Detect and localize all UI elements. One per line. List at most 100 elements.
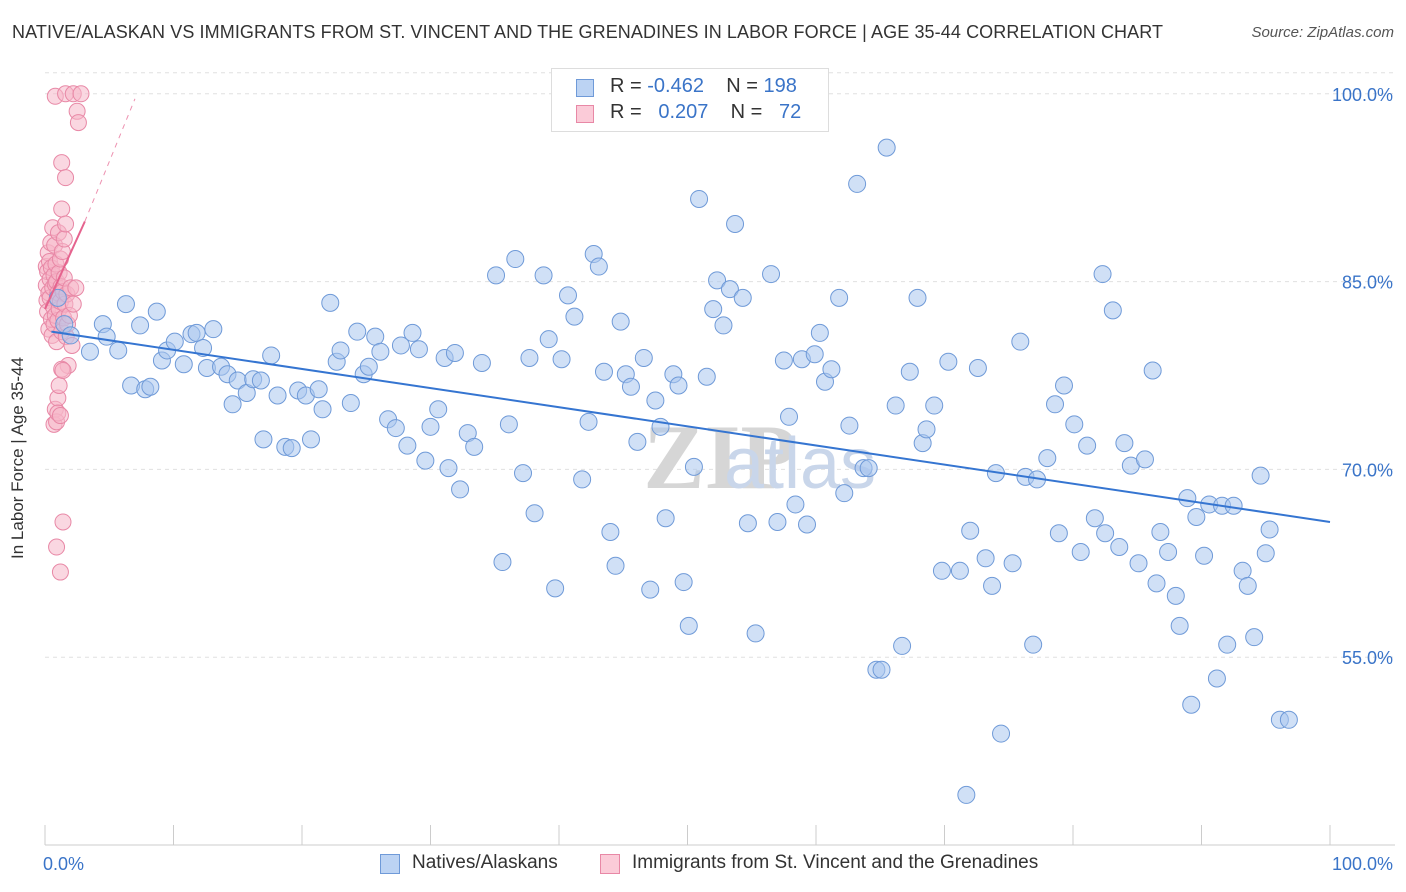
data-point-natives (525, 504, 544, 523)
data-point-natives (968, 358, 987, 377)
data-point-natives (1233, 561, 1252, 580)
data-point-natives (1195, 546, 1214, 565)
data-point-natives (1093, 265, 1112, 284)
y-tick-label: 70.0% (1342, 460, 1393, 480)
data-point-natives (282, 439, 301, 458)
data-point-natives (1143, 361, 1162, 380)
data-point-natives (1182, 695, 1201, 714)
data-point-natives (398, 436, 417, 455)
data-point-natives (403, 323, 422, 342)
bottom-legend-swatch-immigrants (600, 854, 620, 874)
data-point-natives (558, 286, 577, 305)
data-point-natives (1187, 507, 1206, 526)
data-point-natives (147, 302, 166, 321)
data-point-natives (1218, 635, 1237, 654)
data-point-natives (1238, 576, 1257, 595)
legend-n-value: 72 (779, 101, 802, 123)
y-tick-label: 55.0% (1342, 648, 1393, 668)
data-point-natives (1038, 449, 1057, 468)
data-point-natives (1049, 524, 1068, 543)
data-point-natives (487, 266, 506, 285)
data-point-natives (445, 343, 464, 362)
trend-lines (44, 98, 1331, 523)
tick-labels: 55.0% 70.0% 85.0% 100.0% 0.0% 100.0% (43, 85, 1393, 874)
data-point-natives (1046, 395, 1065, 414)
data-point-natives (254, 430, 273, 449)
data-point-natives (1071, 543, 1090, 562)
data-point-natives (1129, 554, 1148, 573)
data-point-natives (1085, 509, 1104, 528)
data-point-natives (514, 464, 533, 483)
legend-swatch-immigrants (576, 105, 594, 123)
data-point-natives (429, 400, 448, 419)
data-point-natives (1170, 616, 1189, 635)
data-point-natives (1159, 543, 1178, 562)
data-point-natives (416, 451, 435, 470)
data-point-natives (822, 360, 841, 379)
data-point-natives (1024, 635, 1043, 654)
legend-r-label: R = (610, 75, 642, 97)
data-point-natives (1260, 520, 1279, 539)
data-point-natives (131, 316, 150, 335)
data-point-natives (589, 257, 608, 276)
data-point-natives (386, 419, 405, 438)
data-point-natives (925, 396, 944, 415)
data-point-natives (546, 579, 565, 598)
data-point-natives (720, 280, 739, 299)
data-point-natives (1251, 466, 1270, 485)
correlation-legend: R = -0.462 N = 198 R = 0.207 N = 72 (551, 68, 829, 132)
data-point-natives (950, 561, 969, 580)
data-point-natives (268, 386, 287, 405)
data-point-natives (421, 417, 440, 436)
data-point-natives (348, 322, 367, 341)
data-point-natives (611, 312, 630, 331)
data-point-natives (341, 394, 360, 413)
data-point-immigrants (51, 407, 69, 425)
data-point-natives (872, 660, 891, 679)
y-tick-label: 85.0% (1342, 273, 1393, 293)
data-point-natives (1147, 574, 1166, 593)
data-point-natives (1065, 415, 1084, 434)
data-point-natives (539, 330, 558, 349)
grid-lines (45, 72, 1395, 658)
data-point-natives (174, 355, 193, 374)
data-point-natives (690, 189, 709, 208)
data-point-immigrants (57, 169, 75, 187)
data-point-natives (499, 415, 518, 434)
trend-line-natives (51, 330, 1331, 523)
legend-n-label: N = (726, 75, 758, 97)
data-point-natives (1279, 710, 1298, 729)
data-point-immigrants (51, 563, 69, 581)
data-point-natives (992, 724, 1011, 743)
legend-swatch-natives (576, 79, 594, 97)
data-point-natives (961, 521, 980, 540)
data-point-natives (774, 351, 793, 370)
data-point-natives (116, 295, 135, 314)
data-point-immigrants (54, 513, 72, 531)
data-point-natives (506, 250, 525, 269)
data-point-natives (726, 214, 745, 233)
data-point-natives (493, 553, 512, 572)
data-point-natives (141, 377, 160, 396)
data-point-natives (1078, 436, 1097, 455)
data-point-natives (97, 327, 116, 346)
data-point-natives (830, 288, 849, 307)
data-point-natives (674, 573, 693, 592)
data-point-natives (1135, 450, 1154, 469)
data-point-natives (1055, 376, 1074, 395)
data-point-natives (1110, 538, 1129, 557)
data-point-natives (594, 362, 613, 381)
trend-line-immigrants (44, 221, 86, 310)
data-point-natives (697, 367, 716, 386)
legend-r-label: R = (610, 101, 642, 123)
data-point-natives (321, 293, 340, 312)
data-point-natives (893, 636, 912, 655)
data-point-natives (780, 407, 799, 426)
data-point-natives (331, 341, 350, 360)
data-point-natives (1151, 522, 1170, 541)
data-point-immigrants (53, 200, 71, 218)
data-point-natives (848, 174, 867, 193)
data-point-natives (669, 376, 688, 395)
data-point-immigrants (67, 279, 85, 297)
